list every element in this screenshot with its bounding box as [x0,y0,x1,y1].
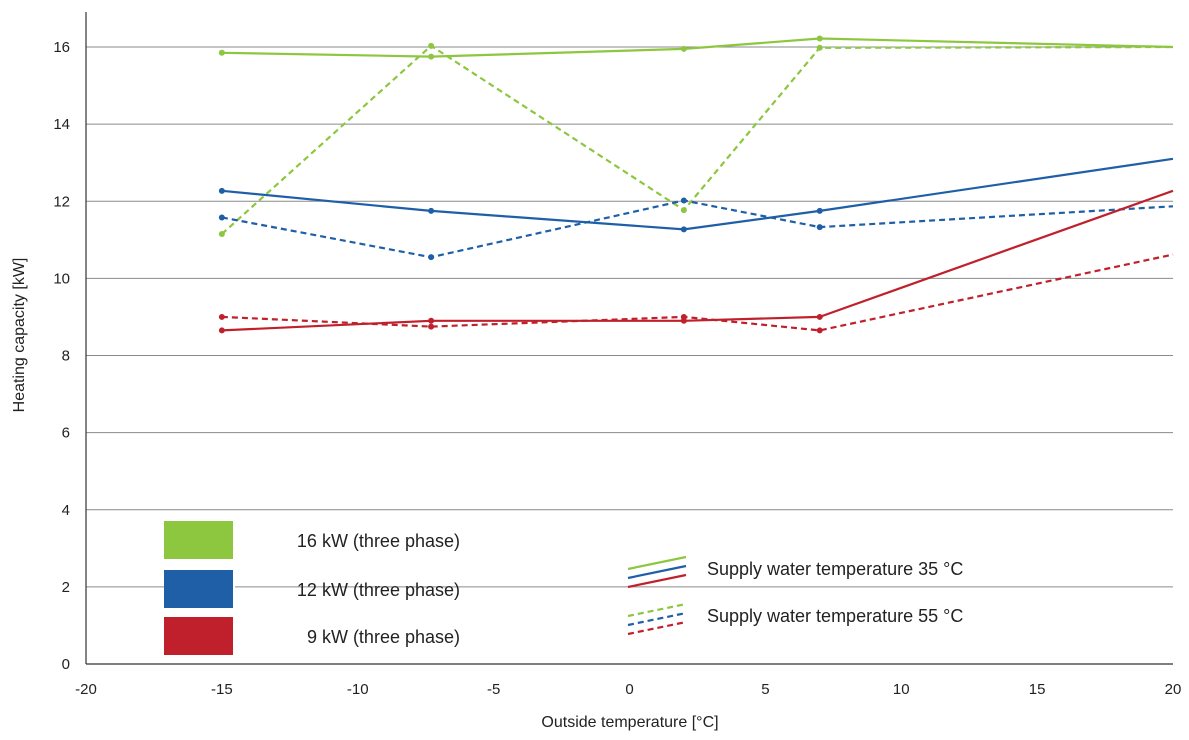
axes: 0 2 4 6 8 10 12 14 16 -20 -15 -10 -5 0 5 10 15 20 [53,12,1181,698]
data-point [680,226,687,233]
legend-line-sample [627,573,687,589]
legend-swatch-0 [164,521,234,559]
y-tick-label: 6 [62,425,70,442]
data-point [816,327,823,334]
x-tick-label: 10 [893,681,910,698]
data-point [428,53,435,60]
series-line-5 [221,253,1174,332]
y-tick-label: 10 [53,270,70,287]
x-axis-title: Outside temperature [°C] [541,714,718,731]
x-tick-label: -20 [75,681,97,698]
data-point [428,254,435,261]
data-point [680,197,687,204]
legend-label-style: Supply water temperature 35 °C [707,559,963,579]
y-tick-label: 12 [53,193,70,210]
data-point [218,231,225,238]
gridlines [86,46,1173,588]
data-point [816,224,823,231]
series-line-1 [221,44,1174,235]
data-point [428,42,435,49]
y-tick-label: 16 [53,39,70,56]
data-point [816,207,823,214]
data-point [680,207,687,214]
y-axis-title: Heating capacity [kW] [11,258,28,413]
legend-line-sample [627,620,687,636]
data-point [218,49,225,56]
data-point [428,317,435,324]
series-line-3 [221,199,1174,259]
legend-label-model: 16 kW (three phase) [297,531,460,551]
x-tick-label: -15 [211,681,233,698]
data-point [680,45,687,52]
legend-label-model: 12 kW (three phase) [297,580,460,600]
data-point [218,187,225,194]
data-point [428,323,435,330]
x-tick-label: 0 [625,681,633,698]
y-tick-label: 8 [62,348,70,365]
legend-swatch-2 [164,617,234,655]
x-tick-label: 5 [761,681,769,698]
series-line-4 [221,189,1174,332]
legend-line-sample [627,564,687,580]
x-tick-label: 20 [1165,681,1182,698]
data-point [218,313,225,320]
y-tick-label: 14 [53,116,70,133]
x-tick-label: -5 [487,681,500,698]
x-tick-label: 15 [1029,681,1046,698]
legend-swatch-1 [164,570,234,608]
y-tick-label: 4 [62,502,70,519]
legend-label-model: 9 kW (three phase) [307,627,460,647]
y-tick-label: 2 [62,579,70,596]
data-point [816,44,823,51]
data-point [218,327,225,334]
data-point [218,214,225,221]
data-point [816,35,823,42]
data-point [816,313,823,320]
series-lines [218,35,1174,334]
data-point [680,313,687,320]
legend: 16 kW (three phase) 12 kW (three phase) 9 … [164,518,963,658]
x-tick-label: -10 [347,681,369,698]
legend-label-style: Supply water temperature 55 °C [707,606,963,626]
y-tick-label: 0 [62,656,70,673]
data-point [428,207,435,214]
legend-line-sample [627,555,687,571]
